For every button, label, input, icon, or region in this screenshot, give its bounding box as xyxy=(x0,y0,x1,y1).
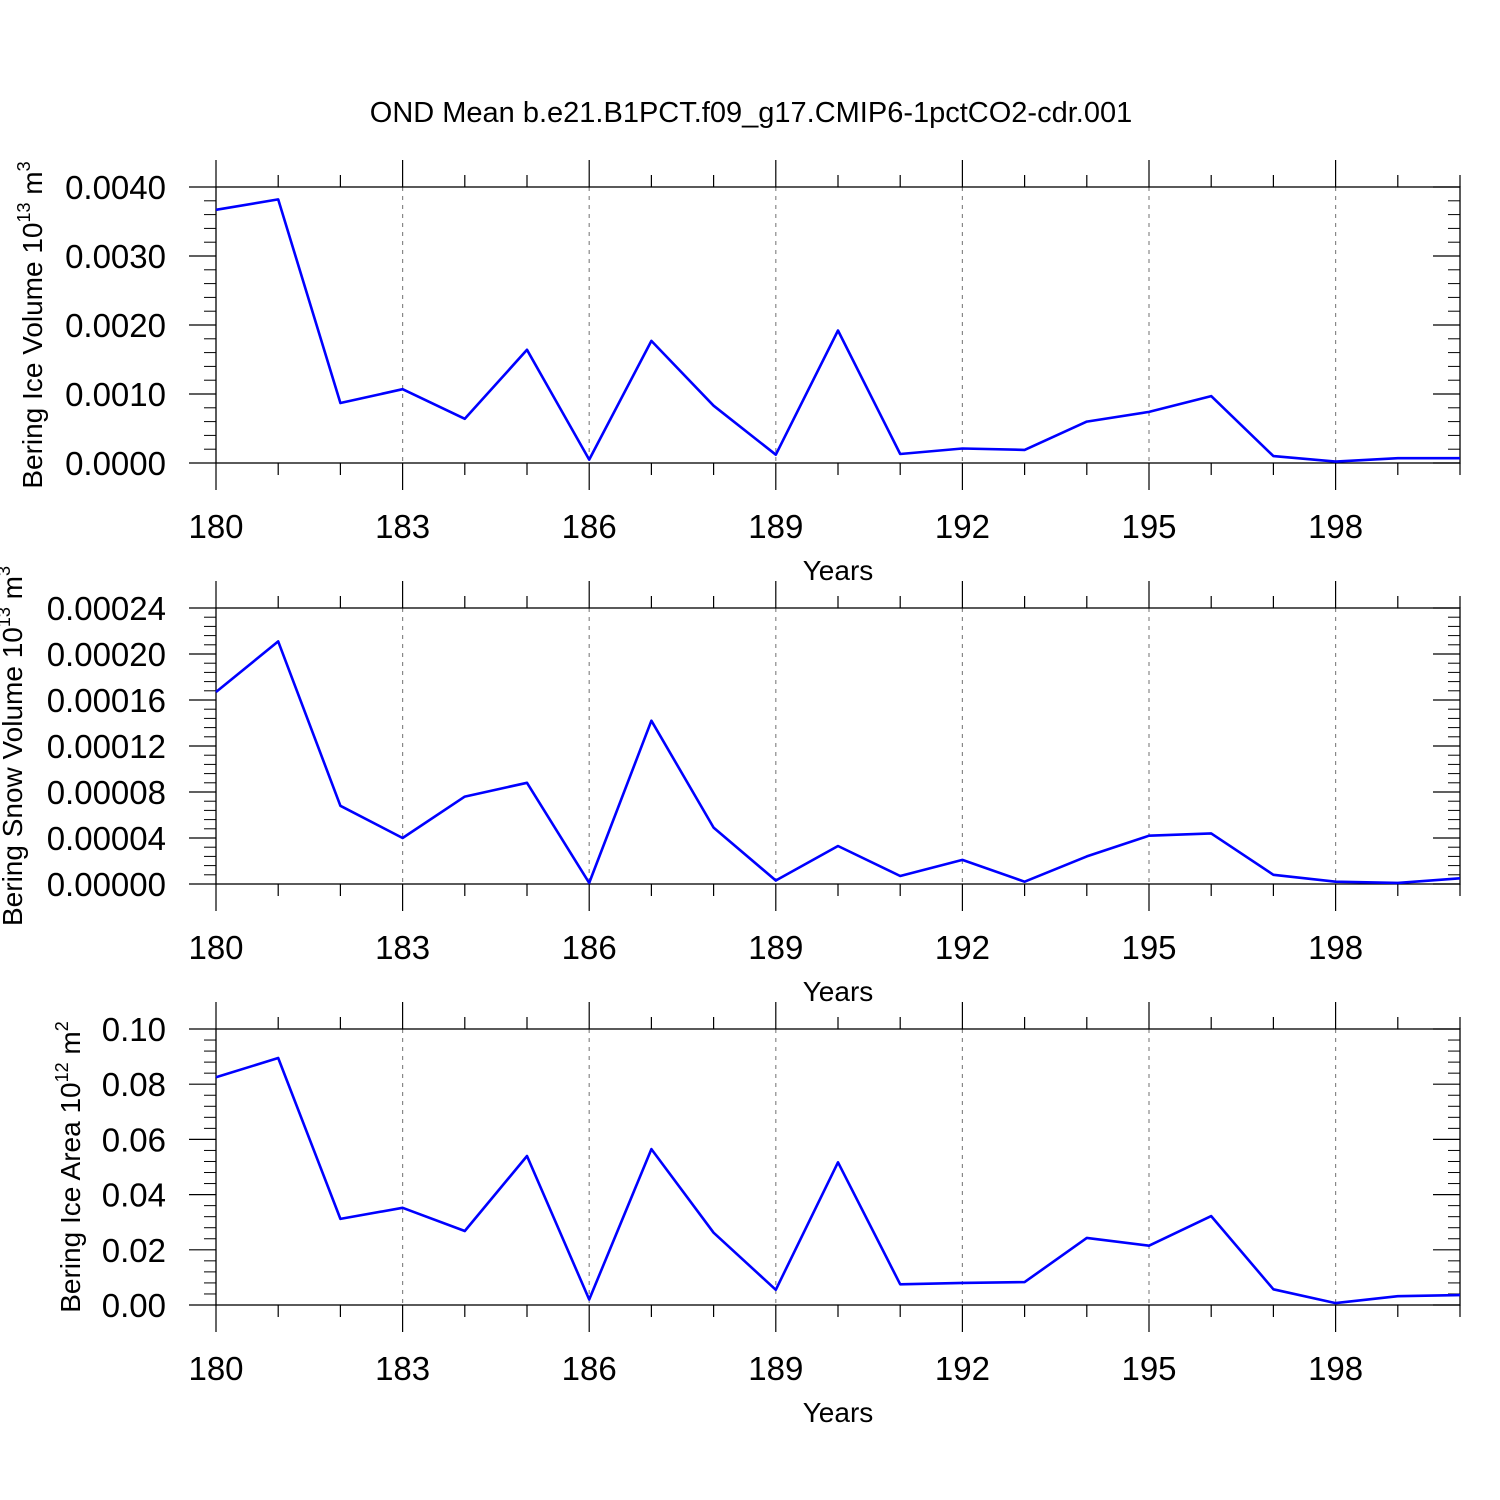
x-tick-label: 195 xyxy=(1121,508,1176,545)
x-tick-label: 195 xyxy=(1121,929,1176,966)
x-tick-label: 198 xyxy=(1308,929,1363,966)
panel-2: 180 183 186 189 192 195 198 Years 0.00000 0.00004… xyxy=(0,566,1461,1007)
y-axis-label-unit-exp: 2 xyxy=(52,1021,72,1031)
y-tick-label: 0.0010 xyxy=(65,376,166,413)
x-tick-label: 183 xyxy=(375,508,430,545)
x-tick-label: 198 xyxy=(1308,508,1363,545)
y-tick-label: 0.00024 xyxy=(47,590,166,627)
y-axis-label-text: Bering Ice Volume 10 xyxy=(17,222,48,488)
y-tick-label: 0.02 xyxy=(102,1232,166,1269)
panel-3: 180 183 186 189 192 195 198 Years 0.00 0.02 0.04 0.… xyxy=(52,1002,1461,1428)
y-axis-label-unit-exp: 3 xyxy=(0,566,14,576)
series-line xyxy=(215,198,1460,463)
x-tick-label: 183 xyxy=(375,1350,430,1387)
y-tick-label: 0.0020 xyxy=(65,307,166,344)
y-axis-label: Bering Snow Volume 1013 m3 xyxy=(0,566,28,926)
y-tick-label: 0.00000 xyxy=(47,866,166,903)
y-tick-label: 0.00 xyxy=(102,1287,166,1324)
x-tick-label: 186 xyxy=(562,1350,617,1387)
x-tick-label: 180 xyxy=(188,929,243,966)
y-axis-label: Bering Ice Area 1012 m2 xyxy=(52,1021,86,1313)
y-tick-label: 0.00012 xyxy=(47,728,166,765)
x-tick-label: 180 xyxy=(188,508,243,545)
y-axis-label-unit: m xyxy=(0,576,28,607)
y-axis-label-exp: 13 xyxy=(0,607,14,627)
x-axis-label: Years xyxy=(803,1397,874,1428)
y-axis-label-unit-exp: 3 xyxy=(14,161,34,171)
y-tick-label: 0.00020 xyxy=(47,636,166,673)
y-tick-label: 0.0040 xyxy=(65,169,166,206)
x-tick-label: 180 xyxy=(188,1350,243,1387)
y-tick-label: 0.06 xyxy=(102,1121,166,1158)
x-tick-label: 186 xyxy=(562,508,617,545)
y-tick-label: 0.10 xyxy=(102,1011,166,1048)
figure-title: OND Mean b.e21.B1PCT.f09_g17.CMIP6-1pctC… xyxy=(370,97,1132,129)
x-tick-label: 192 xyxy=(935,508,990,545)
y-tick-label: 0.00008 xyxy=(47,774,166,811)
x-tick-label: 189 xyxy=(748,508,803,545)
series-line xyxy=(215,640,1461,885)
x-tick-label: 186 xyxy=(562,929,617,966)
series-line xyxy=(215,1056,1461,1305)
x-tick-label: 198 xyxy=(1308,1350,1363,1387)
x-tick-label: 183 xyxy=(375,929,430,966)
panels: 180 183 186 189 192 195 198 Years 0.0000 0.0010 0.… xyxy=(0,160,1461,1428)
x-tick-label: 192 xyxy=(935,1350,990,1387)
y-tick-label: 0.00016 xyxy=(47,682,166,719)
y-tick-label: 0.00004 xyxy=(47,820,166,857)
x-axis-label: Years xyxy=(803,976,874,1007)
y-tick-label: 0.04 xyxy=(102,1177,166,1214)
y-axis-label-unit: m xyxy=(55,1031,86,1062)
y-axis-label-exp: 13 xyxy=(14,202,34,222)
y-axis-label-text: Bering Ice Area 10 xyxy=(55,1082,86,1312)
y-tick-label: 0.08 xyxy=(102,1066,166,1103)
y-axis-label-text: Bering Snow Volume 10 xyxy=(0,627,28,926)
x-axis-label: Years xyxy=(803,555,874,586)
x-tick-label: 189 xyxy=(748,929,803,966)
y-axis-label-exp: 12 xyxy=(52,1062,72,1082)
y-tick-label: 0.0000 xyxy=(65,445,166,482)
panel-1: 180 183 186 189 192 195 198 Years 0.0000 0.0010 0.… xyxy=(14,160,1461,586)
x-tick-label: 192 xyxy=(935,929,990,966)
y-axis-label-unit: m xyxy=(17,171,48,202)
y-axis-label: Bering Ice Volume 1013 m3 xyxy=(14,161,48,488)
y-tick-label: 0.0030 xyxy=(65,238,166,275)
x-tick-label: 189 xyxy=(748,1350,803,1387)
x-tick-label: 195 xyxy=(1121,1350,1176,1387)
